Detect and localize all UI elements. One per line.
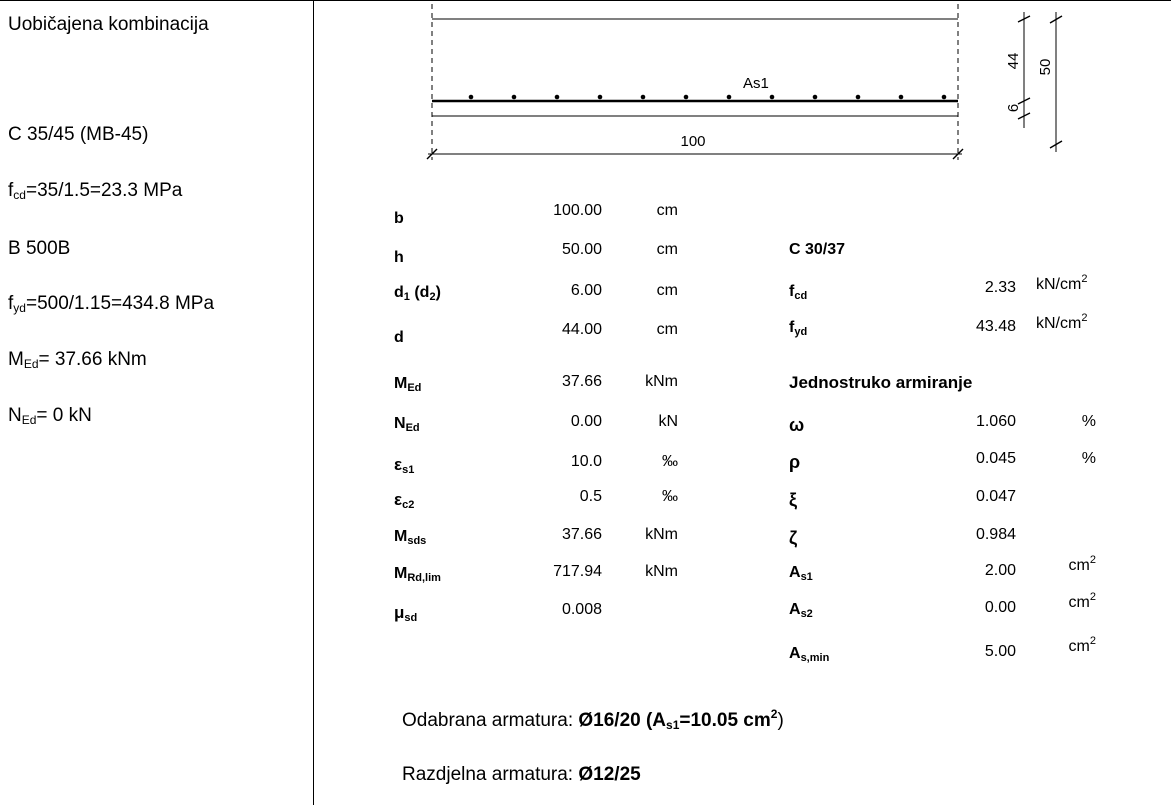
result-value: 0.047 xyxy=(975,488,1016,505)
dim-6: 6 xyxy=(1005,104,1022,112)
param-value: 6.00 xyxy=(570,282,602,299)
param-unit: cm xyxy=(656,282,678,299)
concrete-class: C 35/45 (MB-45) xyxy=(8,124,149,145)
result-value: 0.00 xyxy=(984,599,1016,616)
param-label: MEd xyxy=(394,375,422,394)
load-combination-title: Uobičajena kombinacija xyxy=(8,14,209,35)
param-value: 44.00 xyxy=(561,321,602,338)
result-label: As,min xyxy=(789,645,830,664)
fcd-formula: fcd=35/1.5=23.3 MPa xyxy=(8,180,183,202)
width-dimension: 100 xyxy=(680,133,705,150)
rebar-dot xyxy=(898,94,904,100)
param-unit: kN xyxy=(658,413,678,430)
param-unit: ‰ xyxy=(662,488,678,505)
param-value: 37.66 xyxy=(561,526,602,543)
rebar-dot xyxy=(855,94,861,100)
top-border xyxy=(0,0,1171,1)
rebar-dot xyxy=(511,94,517,100)
rebar-dot xyxy=(769,94,775,100)
rebar-label: As1 xyxy=(743,75,769,92)
design-moment: MEd= 37.66 kNm xyxy=(8,349,147,371)
steel-class: B 500B xyxy=(8,238,71,259)
chosen-reinforcement: Odabrana armatura: Ø16/20 (As1=10.05 cm2… xyxy=(402,707,784,732)
result-unit: cm2 xyxy=(1068,635,1096,655)
param-label: μsd xyxy=(394,603,418,624)
param-label: b xyxy=(394,210,404,227)
result-unit: cm2 xyxy=(1068,554,1096,574)
result-value: 0.984 xyxy=(975,526,1016,543)
result-unit: % xyxy=(1081,450,1096,467)
section-title: Jednostruko armiranje xyxy=(789,373,973,392)
param-label: Msds xyxy=(394,528,427,547)
param-unit: cm xyxy=(656,241,678,258)
param-label: h xyxy=(394,249,404,266)
class-label: C 30/37 xyxy=(789,241,846,258)
fcd-label: fcd xyxy=(789,283,808,302)
rebar-dot xyxy=(812,94,818,100)
param-unit: kNm xyxy=(645,373,678,390)
fyd-formula: fyd=500/1.15=434.8 MPa xyxy=(8,293,215,315)
design-axial-force: NEd= 0 kN xyxy=(8,405,92,427)
param-value: 0.00 xyxy=(570,413,602,430)
param-unit: kNm xyxy=(645,526,678,543)
param-label: d1 (d2) xyxy=(394,284,441,303)
param-value: 50.00 xyxy=(561,241,602,258)
result-label: ζ xyxy=(789,528,798,548)
param-label: NEd xyxy=(394,415,420,434)
param-unit: cm xyxy=(656,202,678,219)
param-unit: kNm xyxy=(645,563,678,580)
dim-50: 50 xyxy=(1037,59,1054,76)
param-label: εs1 xyxy=(394,455,415,476)
result-label: As1 xyxy=(789,564,813,583)
param-value: 0.5 xyxy=(579,488,602,505)
result-value: 1.060 xyxy=(975,413,1016,430)
param-label: MRd,lim xyxy=(394,565,441,584)
fyd-unit: kN/cm2 xyxy=(1036,312,1088,332)
param-label: d xyxy=(394,329,404,346)
column-divider xyxy=(313,0,314,805)
dim-44: 44 xyxy=(1005,53,1022,70)
rebar-dots xyxy=(468,94,947,100)
cross-section-drawing: As1 100 44 6 50 xyxy=(426,4,1063,160)
param-value: 717.94 xyxy=(553,563,602,580)
param-unit: cm xyxy=(656,321,678,338)
fyd-label: fyd xyxy=(789,319,808,338)
result-label: As2 xyxy=(789,601,813,620)
result-label: ξ xyxy=(789,490,798,510)
result-value: 0.045 xyxy=(975,450,1016,467)
param-value: 0.008 xyxy=(561,601,602,618)
rebar-dot xyxy=(554,94,560,100)
rebar-dot xyxy=(468,94,474,100)
fyd-value: 43.48 xyxy=(975,318,1016,335)
fcd-value: 2.33 xyxy=(984,279,1016,296)
rebar-dot xyxy=(597,94,603,100)
param-unit: ‰ xyxy=(662,453,678,470)
result-value: 5.00 xyxy=(984,643,1016,660)
result-unit: cm2 xyxy=(1068,591,1096,611)
distribution-reinforcement: Razdjelna armatura: Ø12/25 xyxy=(402,764,641,785)
rebar-dot xyxy=(726,94,732,100)
rebar-dot xyxy=(683,94,689,100)
result-unit: % xyxy=(1081,413,1096,430)
result-value: 2.00 xyxy=(984,562,1016,579)
result-label: ρ xyxy=(789,452,801,472)
param-value: 100.00 xyxy=(553,202,602,219)
rebar-dot xyxy=(941,94,947,100)
param-value: 10.0 xyxy=(570,453,602,470)
result-label: ω xyxy=(789,415,805,435)
param-value: 37.66 xyxy=(561,373,602,390)
rebar-dot xyxy=(640,94,646,100)
param-label: εc2 xyxy=(394,490,415,511)
fcd-unit: kN/cm2 xyxy=(1036,273,1088,293)
